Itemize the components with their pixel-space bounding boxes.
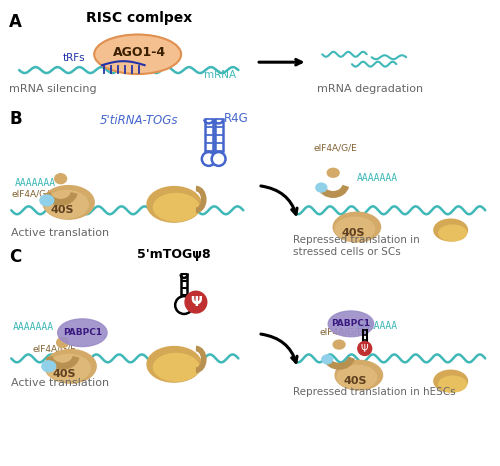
Text: B: B (10, 110, 22, 128)
Text: AAAAAAA: AAAAAAA (13, 322, 54, 332)
Text: 40S: 40S (343, 376, 366, 386)
Text: AAAAAAA: AAAAAAA (357, 321, 398, 331)
Text: tRFs: tRFs (62, 53, 85, 63)
Text: AGO1-4: AGO1-4 (113, 46, 166, 59)
Text: 40S: 40S (51, 206, 74, 215)
Text: mRNA degradation: mRNA degradation (318, 84, 424, 94)
Text: eIF4A/G/E: eIF4A/G/E (33, 344, 76, 353)
Ellipse shape (439, 225, 466, 241)
Ellipse shape (94, 34, 181, 74)
Circle shape (175, 296, 193, 314)
Text: 5'tiRNA-TOGs: 5'tiRNA-TOGs (100, 114, 178, 127)
Circle shape (202, 152, 215, 166)
Text: 5'mTOGψ8: 5'mTOGψ8 (138, 248, 211, 261)
Ellipse shape (147, 347, 202, 382)
Ellipse shape (147, 186, 202, 222)
Ellipse shape (45, 191, 88, 218)
Ellipse shape (45, 350, 96, 383)
Text: AAAAAAA: AAAAAAA (357, 173, 398, 183)
Circle shape (358, 342, 372, 356)
Ellipse shape (327, 168, 339, 177)
Ellipse shape (42, 361, 56, 372)
Text: AAAAAAA: AAAAAAA (15, 178, 56, 188)
Text: Repressed translation in: Repressed translation in (292, 235, 420, 245)
Text: mRNA: mRNA (204, 70, 236, 80)
Ellipse shape (54, 174, 66, 184)
Text: Ψ: Ψ (190, 295, 202, 309)
Text: RISC comlpex: RISC comlpex (86, 11, 192, 25)
Ellipse shape (56, 338, 68, 348)
Ellipse shape (439, 376, 466, 392)
Ellipse shape (154, 193, 199, 221)
Text: PABPC1: PABPC1 (63, 328, 102, 337)
Text: 40S: 40S (341, 228, 364, 238)
Ellipse shape (322, 355, 332, 364)
Text: eIF4A/G/E: eIF4A/G/E (12, 190, 55, 199)
Text: A: A (10, 13, 22, 31)
Circle shape (212, 152, 226, 166)
Ellipse shape (335, 360, 382, 390)
Text: 40S: 40S (53, 369, 76, 379)
Text: mRNA silencing: mRNA silencing (10, 84, 97, 94)
Ellipse shape (47, 355, 90, 382)
Ellipse shape (434, 219, 468, 241)
Ellipse shape (316, 183, 326, 192)
Text: PABPC1: PABPC1 (332, 319, 370, 329)
Text: Active translation: Active translation (12, 378, 110, 388)
Text: Repressed translation in hESCs: Repressed translation in hESCs (292, 387, 456, 397)
Text: stressed cells or SCs: stressed cells or SCs (292, 247, 401, 257)
Ellipse shape (43, 185, 94, 219)
Ellipse shape (434, 370, 468, 392)
Text: eIF4A/G/E: eIF4A/G/E (314, 144, 357, 152)
Ellipse shape (333, 340, 345, 349)
Text: eIF4A/G/E: eIF4A/G/E (319, 327, 363, 336)
Ellipse shape (335, 217, 374, 241)
Ellipse shape (58, 319, 107, 347)
Circle shape (185, 291, 207, 313)
Text: Active translation: Active translation (12, 228, 110, 238)
Ellipse shape (328, 311, 374, 336)
Ellipse shape (40, 195, 54, 206)
Text: Ψ: Ψ (361, 343, 368, 354)
Text: C: C (10, 248, 22, 266)
Ellipse shape (154, 354, 199, 381)
Text: R4G: R4G (224, 111, 248, 124)
Ellipse shape (337, 365, 376, 389)
Ellipse shape (333, 212, 380, 242)
